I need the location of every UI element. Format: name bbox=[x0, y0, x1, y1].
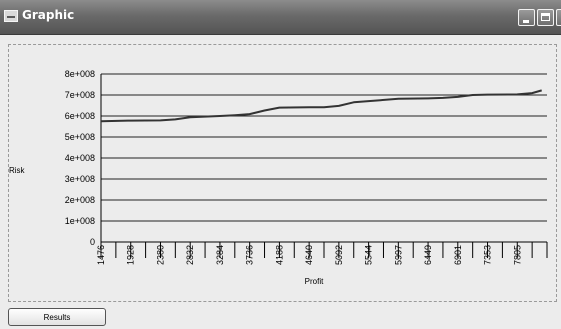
y-tick-label: 4e+008 bbox=[65, 153, 95, 163]
title-bar[interactable]: Graphic bbox=[0, 0, 561, 35]
x-tick-label: 5544 bbox=[364, 245, 374, 265]
y-tick-label: 1e+008 bbox=[65, 216, 95, 226]
x-axis-title: Profit bbox=[305, 277, 324, 286]
y-axis-title: Risk bbox=[9, 166, 26, 175]
risk-profit-chart: 0 1e+008 2e+008 3e+008 4e+008 5e+008 6e+008 7e+… bbox=[9, 69, 548, 286]
y-tick-label: 0 bbox=[90, 237, 95, 247]
series-line bbox=[100, 89, 542, 123]
x-tick-label: 6901 bbox=[453, 245, 463, 265]
x-tick-label: 7805 bbox=[512, 245, 522, 265]
x-tick-label: 5092 bbox=[334, 245, 344, 265]
close-button[interactable] bbox=[556, 9, 561, 26]
y-tick-label: 3e+008 bbox=[65, 174, 95, 184]
y-tick-label: 7e+008 bbox=[65, 90, 95, 100]
x-tick-label: 3736 bbox=[245, 245, 255, 265]
x-tick-label: 2380 bbox=[155, 245, 165, 265]
x-tick-label: 4640 bbox=[304, 245, 314, 265]
results-button[interactable]: Results bbox=[8, 308, 106, 326]
x-tick-label: 2832 bbox=[185, 245, 195, 265]
x-tick-label: 3284 bbox=[215, 245, 225, 265]
minimize-button[interactable] bbox=[518, 9, 535, 26]
x-tick-label: 5997 bbox=[393, 245, 403, 265]
y-tick-label: 8e+008 bbox=[65, 69, 95, 79]
chart-panel: 0 1e+008 2e+008 3e+008 4e+008 5e+008 6e+008 7e+… bbox=[8, 44, 557, 302]
x-tick-label: 4188 bbox=[274, 245, 284, 265]
x-tick-label: 1476 bbox=[96, 245, 106, 265]
y-tick-label: 5e+008 bbox=[65, 132, 95, 142]
y-tick-label: 6e+008 bbox=[65, 111, 95, 121]
window-app-icon bbox=[4, 10, 18, 22]
x-tick-label: 7353 bbox=[483, 245, 493, 265]
x-tick-label: 6449 bbox=[423, 245, 433, 265]
maximize-button[interactable] bbox=[537, 9, 554, 26]
y-tick-label: 2e+008 bbox=[65, 195, 95, 205]
window-title: Graphic bbox=[22, 8, 75, 22]
x-tick-label: 1928 bbox=[126, 245, 136, 265]
